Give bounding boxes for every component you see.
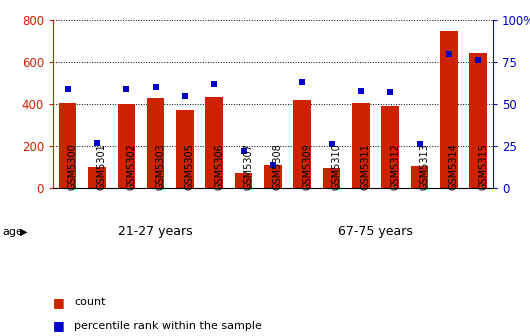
Text: GSM5307: GSM5307 xyxy=(244,143,254,191)
Bar xyxy=(176,111,194,188)
Point xyxy=(386,90,394,95)
Point xyxy=(269,162,277,167)
Point xyxy=(152,85,160,90)
Bar xyxy=(59,103,76,188)
Bar xyxy=(264,165,282,188)
Text: GSM5303: GSM5303 xyxy=(156,144,166,191)
Point xyxy=(328,142,336,147)
Bar xyxy=(440,31,458,188)
Bar xyxy=(88,167,106,188)
Bar xyxy=(235,173,252,188)
Bar xyxy=(147,98,164,188)
Point xyxy=(64,86,72,92)
Point xyxy=(181,93,189,98)
Text: GSM5315: GSM5315 xyxy=(478,143,488,191)
Bar xyxy=(470,53,487,188)
Text: percentile rank within the sample: percentile rank within the sample xyxy=(74,321,262,331)
Point xyxy=(93,140,101,145)
Point xyxy=(298,80,306,85)
Point xyxy=(122,86,130,92)
Point xyxy=(474,58,482,63)
Text: GSM5305: GSM5305 xyxy=(185,143,195,191)
Text: GSM5308: GSM5308 xyxy=(273,144,283,191)
Text: ▶: ▶ xyxy=(20,227,27,237)
Text: GSM5311: GSM5311 xyxy=(361,144,371,191)
Text: GSM5314: GSM5314 xyxy=(449,144,459,191)
Point xyxy=(357,88,365,93)
Text: count: count xyxy=(74,297,105,307)
Bar xyxy=(352,103,370,188)
Point xyxy=(445,51,453,56)
Text: 21-27 years: 21-27 years xyxy=(118,225,193,238)
Bar xyxy=(206,97,223,188)
Text: ■: ■ xyxy=(53,320,65,332)
Point xyxy=(210,81,218,87)
Text: GSM5300: GSM5300 xyxy=(68,144,78,191)
Text: GSM5313: GSM5313 xyxy=(420,144,430,191)
Text: GSM5312: GSM5312 xyxy=(390,143,400,191)
Text: GSM5302: GSM5302 xyxy=(126,143,136,191)
Text: GSM5306: GSM5306 xyxy=(214,144,224,191)
Text: GSM5301: GSM5301 xyxy=(97,144,107,191)
Bar xyxy=(118,104,135,188)
Text: 67-75 years: 67-75 years xyxy=(338,225,413,238)
Text: GSM5309: GSM5309 xyxy=(302,144,312,191)
Text: age: age xyxy=(3,227,23,237)
Bar xyxy=(411,166,428,188)
Bar xyxy=(382,106,399,188)
Point xyxy=(240,149,248,154)
Text: ■: ■ xyxy=(53,296,65,309)
Text: GSM5310: GSM5310 xyxy=(332,144,342,191)
Bar xyxy=(294,100,311,188)
Bar xyxy=(323,168,340,188)
Point xyxy=(416,142,424,147)
